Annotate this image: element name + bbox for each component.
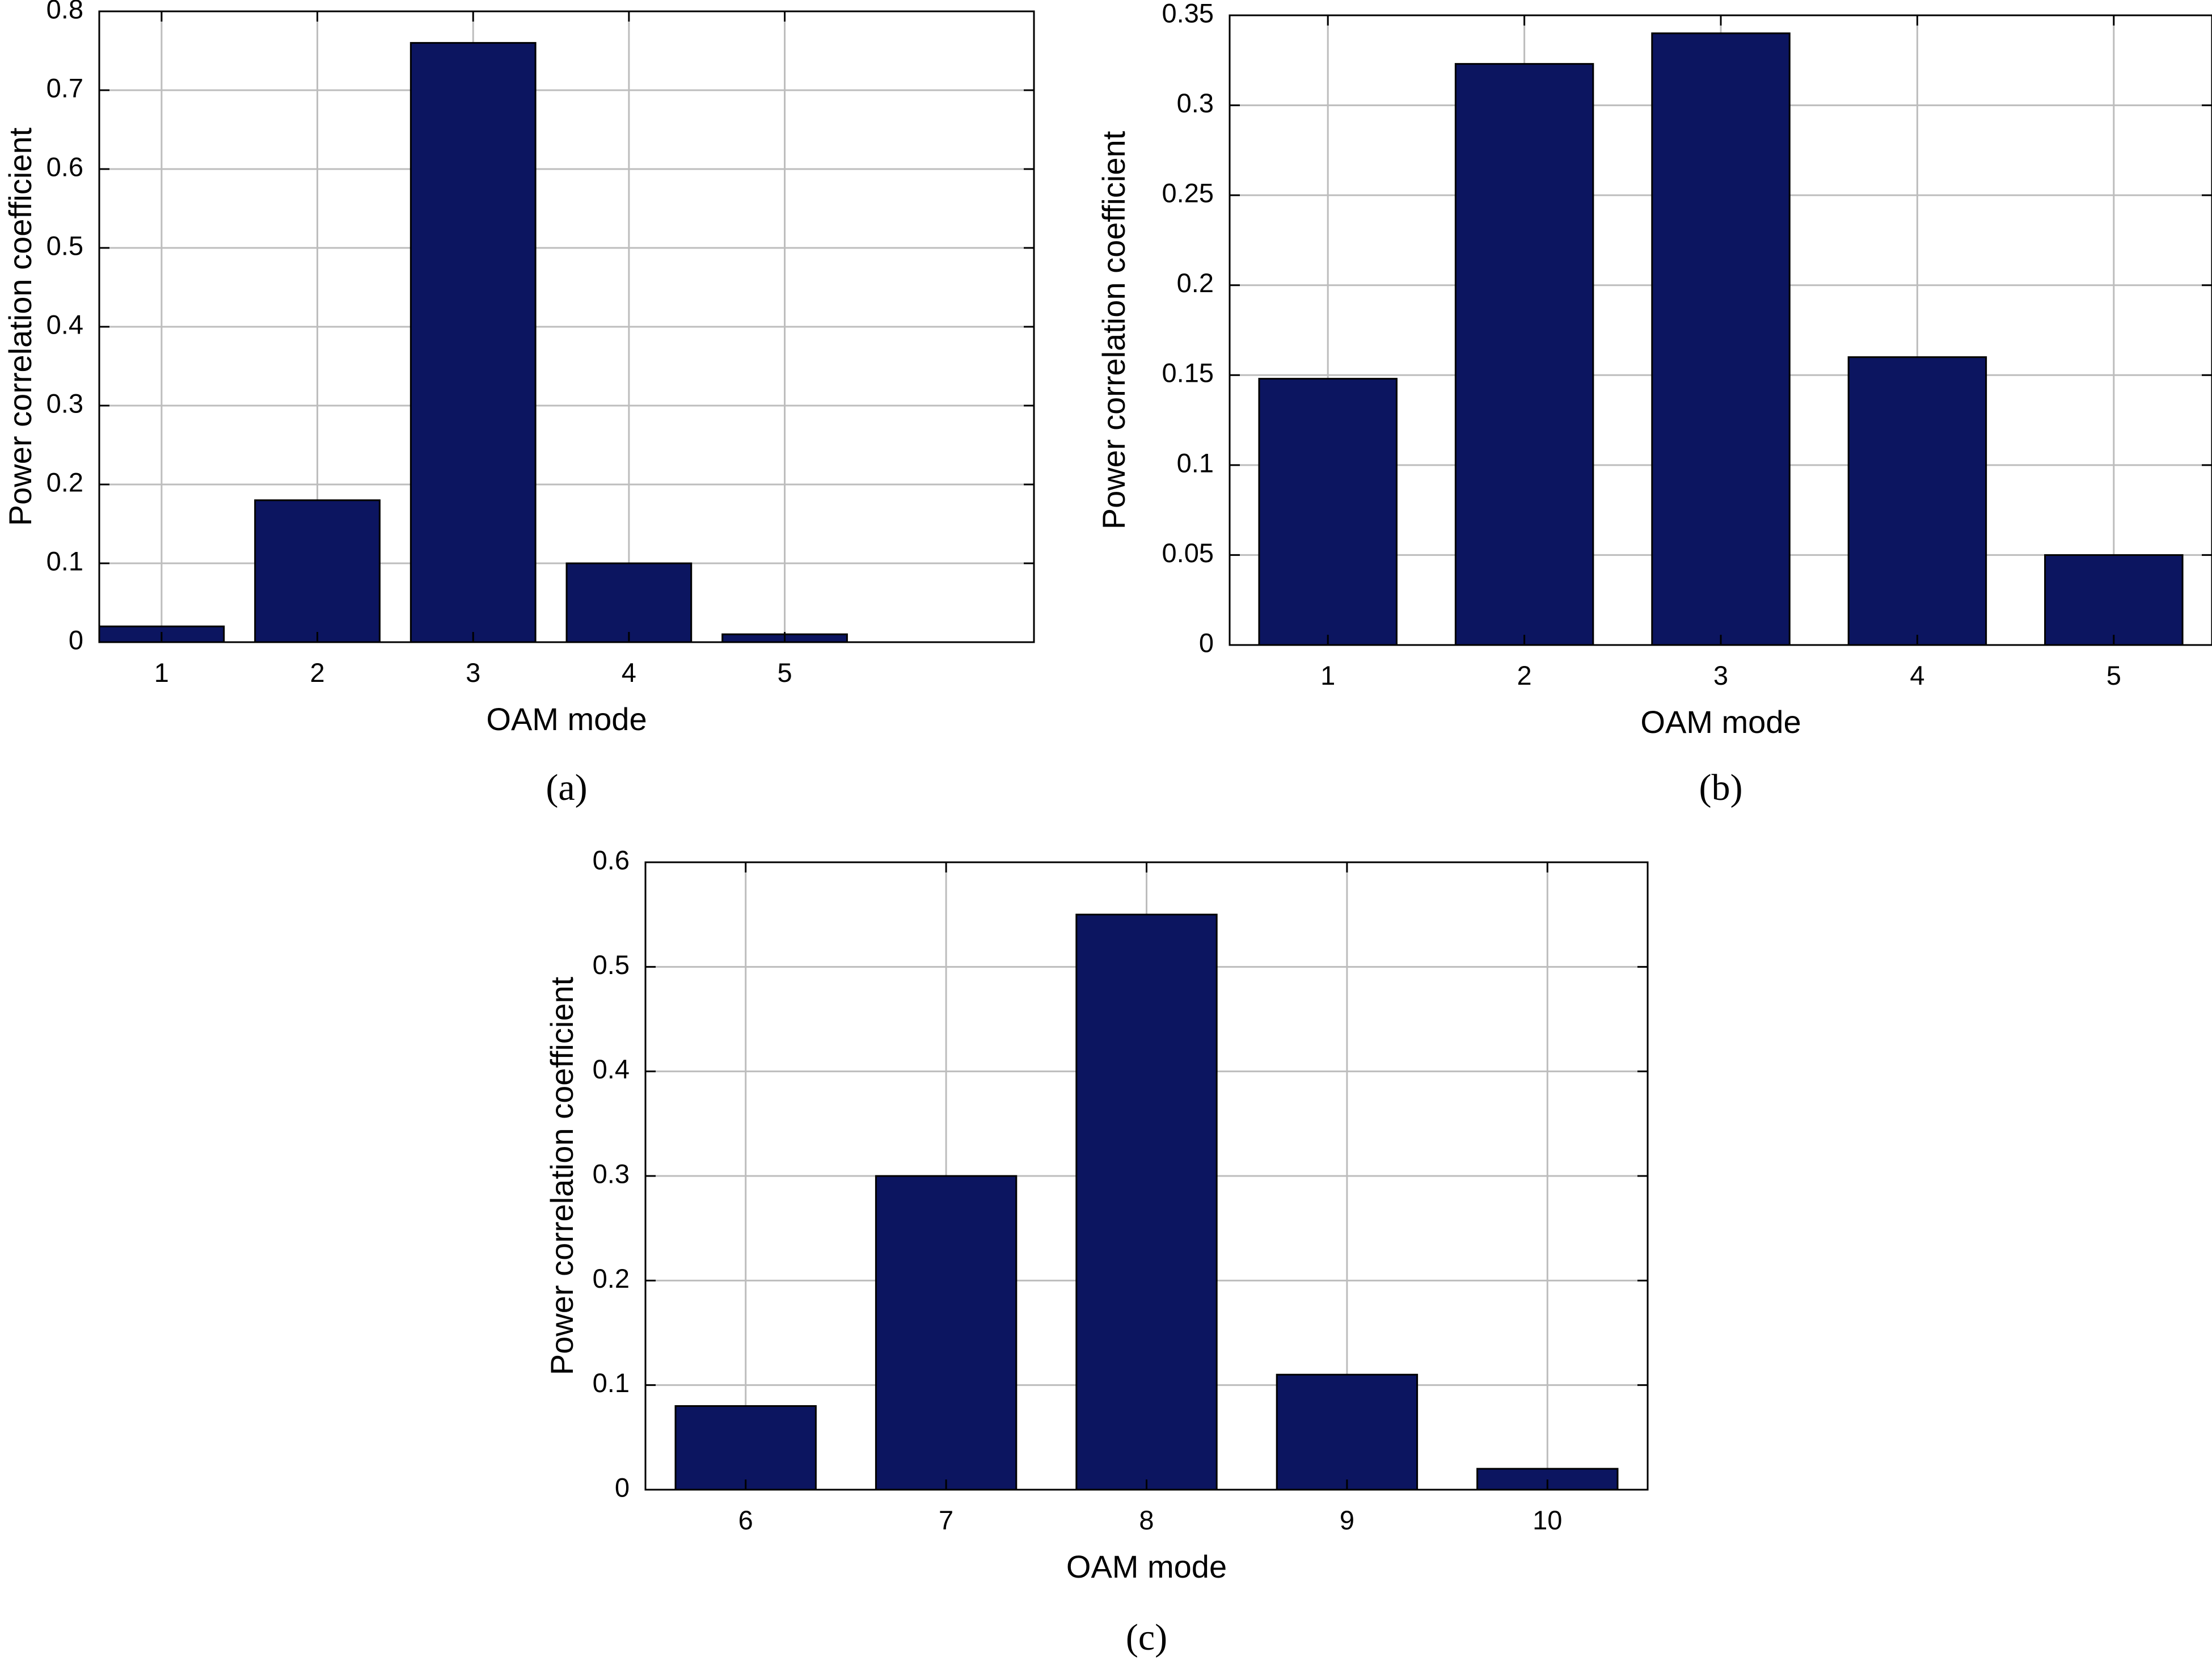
chart-c-xtick-label: 8	[1139, 1505, 1154, 1535]
chart-a-xtick-label: 2	[310, 657, 324, 688]
chart-b-ytick-label: 0.35	[1162, 0, 1214, 28]
chart-b-ytick-label: 0.2	[1177, 268, 1214, 298]
chart-b-bar-1	[1258, 378, 1398, 646]
chart-c-bar-7	[875, 1175, 1018, 1491]
chart-b-bar-2	[1454, 63, 1594, 646]
chart-c-xtick-label: 10	[1533, 1505, 1562, 1535]
chart-a-bar-3	[410, 42, 537, 643]
chart-c-ytick-label: 0.3	[593, 1158, 630, 1188]
chart-b-xtick-label: 1	[1320, 660, 1335, 690]
chart-b-xtick-label: 5	[2107, 660, 2121, 690]
chart-a-ytick-label: 0.1	[47, 546, 83, 576]
chart-b-ytick-label: 0.3	[1177, 88, 1214, 118]
chart-c-bar-9	[1276, 1373, 1419, 1491]
chart-c-bar-6	[674, 1405, 817, 1491]
chart-a-xtick-label: 1	[154, 657, 169, 688]
chart-b-bar-4	[1847, 356, 1987, 646]
chart-b-xtick-label: 4	[1910, 660, 1924, 690]
chart-c-xtick-label: 6	[738, 1505, 753, 1535]
chart-b-xtick-label: 2	[1517, 660, 1532, 690]
chart-b: 0 0.05 0.1 0.15 0.2 0.25 0.3 0.35 1 2 3 4 5 OAM mode P…	[1096, 0, 2212, 808]
chart-b-ytick-label: 0	[1199, 627, 1214, 657]
chart-b-ytick-label: 0.05	[1162, 538, 1214, 568]
chart-b-ytick-label: 0.1	[1177, 448, 1214, 478]
chart-a-ytick-label: 0.5	[47, 230, 83, 260]
chart-a-ytick-label: 0.6	[47, 151, 83, 182]
chart-a-bar-4	[565, 562, 693, 643]
chart-c-xtick-label: 9	[1340, 1505, 1354, 1535]
chart-a-xtick-label: 3	[466, 657, 480, 688]
chart-c-ytick-label: 0.6	[593, 845, 630, 875]
chart-c-caption: (c)	[1126, 1617, 1167, 1658]
chart-a-ytick-label: 0	[69, 625, 83, 655]
chart-b-caption: (b)	[1699, 767, 1743, 808]
chart-b-bar-5	[2044, 554, 2184, 646]
chart-a-ytick-label: 0.3	[47, 388, 83, 418]
chart-a-ylabel: Power correlation coefficient	[2, 127, 38, 526]
chart-a-ytick-label: 0.8	[47, 0, 83, 24]
chart-c-xtick-label: 7	[939, 1505, 953, 1535]
chart-c-ylabel: Power correlation coefficient	[544, 976, 580, 1375]
chart-c-ytick-label: 0.2	[593, 1263, 630, 1293]
chart-b-ylabel: Power correlation coefficient	[1096, 130, 1132, 529]
chart-c-ytick-label: 0.5	[593, 950, 630, 980]
chart-a-xtick-label: 5	[777, 657, 792, 688]
chart-b-ytick-label: 0.15	[1162, 358, 1214, 388]
chart-c-ytick-label: 0.4	[593, 1054, 630, 1084]
chart-b-xlabel: OAM mode	[1640, 704, 1801, 740]
chart-c-ytick-label: 0.1	[593, 1368, 630, 1398]
chart-a: 0 0.1 0.2 0.3 0.4 0.5 0.6 0.7 0.8 1 2 3 4 5 OAM mode Po…	[2, 0, 1035, 808]
chart-c-ytick-label: 0	[615, 1472, 630, 1502]
chart-b-bar-3	[1651, 32, 1791, 646]
chart-c-bar-8	[1075, 913, 1218, 1491]
chart-c: 0 0.1 0.2 0.3 0.4 0.5 0.6 6 7 8 9 10 OAM mode Power c…	[544, 845, 1649, 1658]
chart-b-ytick-label: 0.25	[1162, 178, 1214, 208]
chart-a-xtick-label: 4	[622, 657, 636, 688]
chart-a-ytick-label: 0.2	[47, 467, 83, 497]
chart-a-ytick-label: 0.4	[47, 309, 83, 339]
chart-c-xlabel: OAM mode	[1066, 1549, 1227, 1584]
chart-a-bar-2	[254, 499, 381, 643]
chart-a-ytick-label: 0.7	[47, 73, 83, 103]
chart-a-caption: (a)	[546, 767, 587, 808]
chart-a-xlabel: OAM mode	[486, 701, 647, 737]
chart-b-xtick-label: 3	[1713, 660, 1728, 690]
